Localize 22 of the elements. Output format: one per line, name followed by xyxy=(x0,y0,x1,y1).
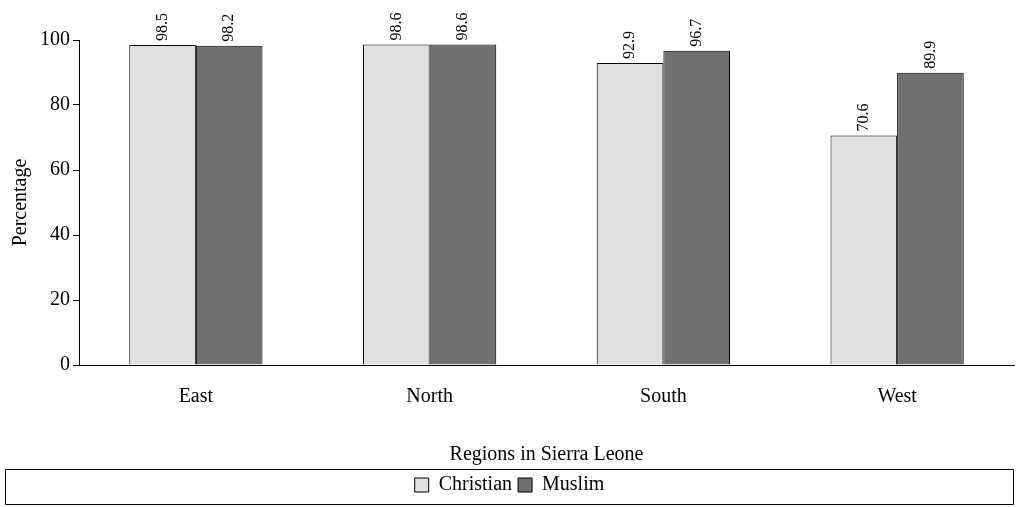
data-label: 98.6 xyxy=(386,12,404,41)
x-tick-label: East xyxy=(178,384,214,407)
x-tick-label: West xyxy=(877,384,918,407)
legend-label: Muslim xyxy=(542,472,605,495)
legend-label: Christian xyxy=(438,472,513,495)
data-label: 98.5 xyxy=(152,12,170,41)
x-axis-title: Regions in Sierra Leone xyxy=(449,442,644,466)
data-label: 89.9 xyxy=(920,40,938,69)
data-label: 70.6 xyxy=(854,103,872,132)
y-tick-label: 0 xyxy=(60,352,70,375)
y-tick-label: 100 xyxy=(40,27,70,50)
data-label: 98.6 xyxy=(453,12,471,41)
y-tick-label: 40 xyxy=(50,222,70,245)
y-tick-label: 60 xyxy=(50,157,70,180)
y-tick-label: 80 xyxy=(50,92,70,115)
x-tick-label: South xyxy=(640,384,687,407)
x-tick-label: North xyxy=(406,384,453,407)
data-label: 98.2 xyxy=(219,13,237,42)
y-axis-title: Percentage xyxy=(8,158,32,247)
data-label: 96.7 xyxy=(686,18,704,47)
y-tick-label: 20 xyxy=(50,287,70,310)
data-label: 92.9 xyxy=(620,31,638,60)
